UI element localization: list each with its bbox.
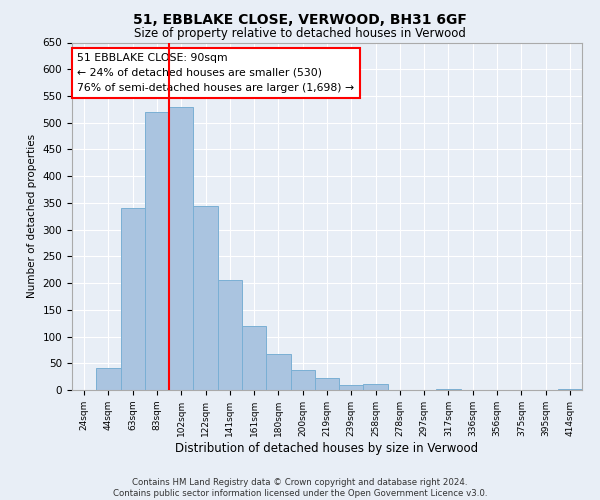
Bar xyxy=(266,354,290,390)
Bar xyxy=(193,206,218,390)
Bar xyxy=(242,326,266,390)
Bar xyxy=(364,384,388,390)
Text: Size of property relative to detached houses in Verwood: Size of property relative to detached ho… xyxy=(134,28,466,40)
Bar xyxy=(558,389,582,390)
Bar xyxy=(121,208,145,390)
Bar xyxy=(145,112,169,390)
Bar xyxy=(96,368,121,390)
Bar xyxy=(436,389,461,390)
Bar xyxy=(218,280,242,390)
Bar xyxy=(315,378,339,390)
Text: 51, EBBLAKE CLOSE, VERWOOD, BH31 6GF: 51, EBBLAKE CLOSE, VERWOOD, BH31 6GF xyxy=(133,12,467,26)
Bar xyxy=(339,384,364,390)
Text: 51 EBBLAKE CLOSE: 90sqm
← 24% of detached houses are smaller (530)
76% of semi-d: 51 EBBLAKE CLOSE: 90sqm ← 24% of detache… xyxy=(77,53,354,92)
Bar xyxy=(290,370,315,390)
X-axis label: Distribution of detached houses by size in Verwood: Distribution of detached houses by size … xyxy=(175,442,479,454)
Bar xyxy=(169,106,193,390)
Y-axis label: Number of detached properties: Number of detached properties xyxy=(27,134,37,298)
Text: Contains HM Land Registry data © Crown copyright and database right 2024.
Contai: Contains HM Land Registry data © Crown c… xyxy=(113,478,487,498)
